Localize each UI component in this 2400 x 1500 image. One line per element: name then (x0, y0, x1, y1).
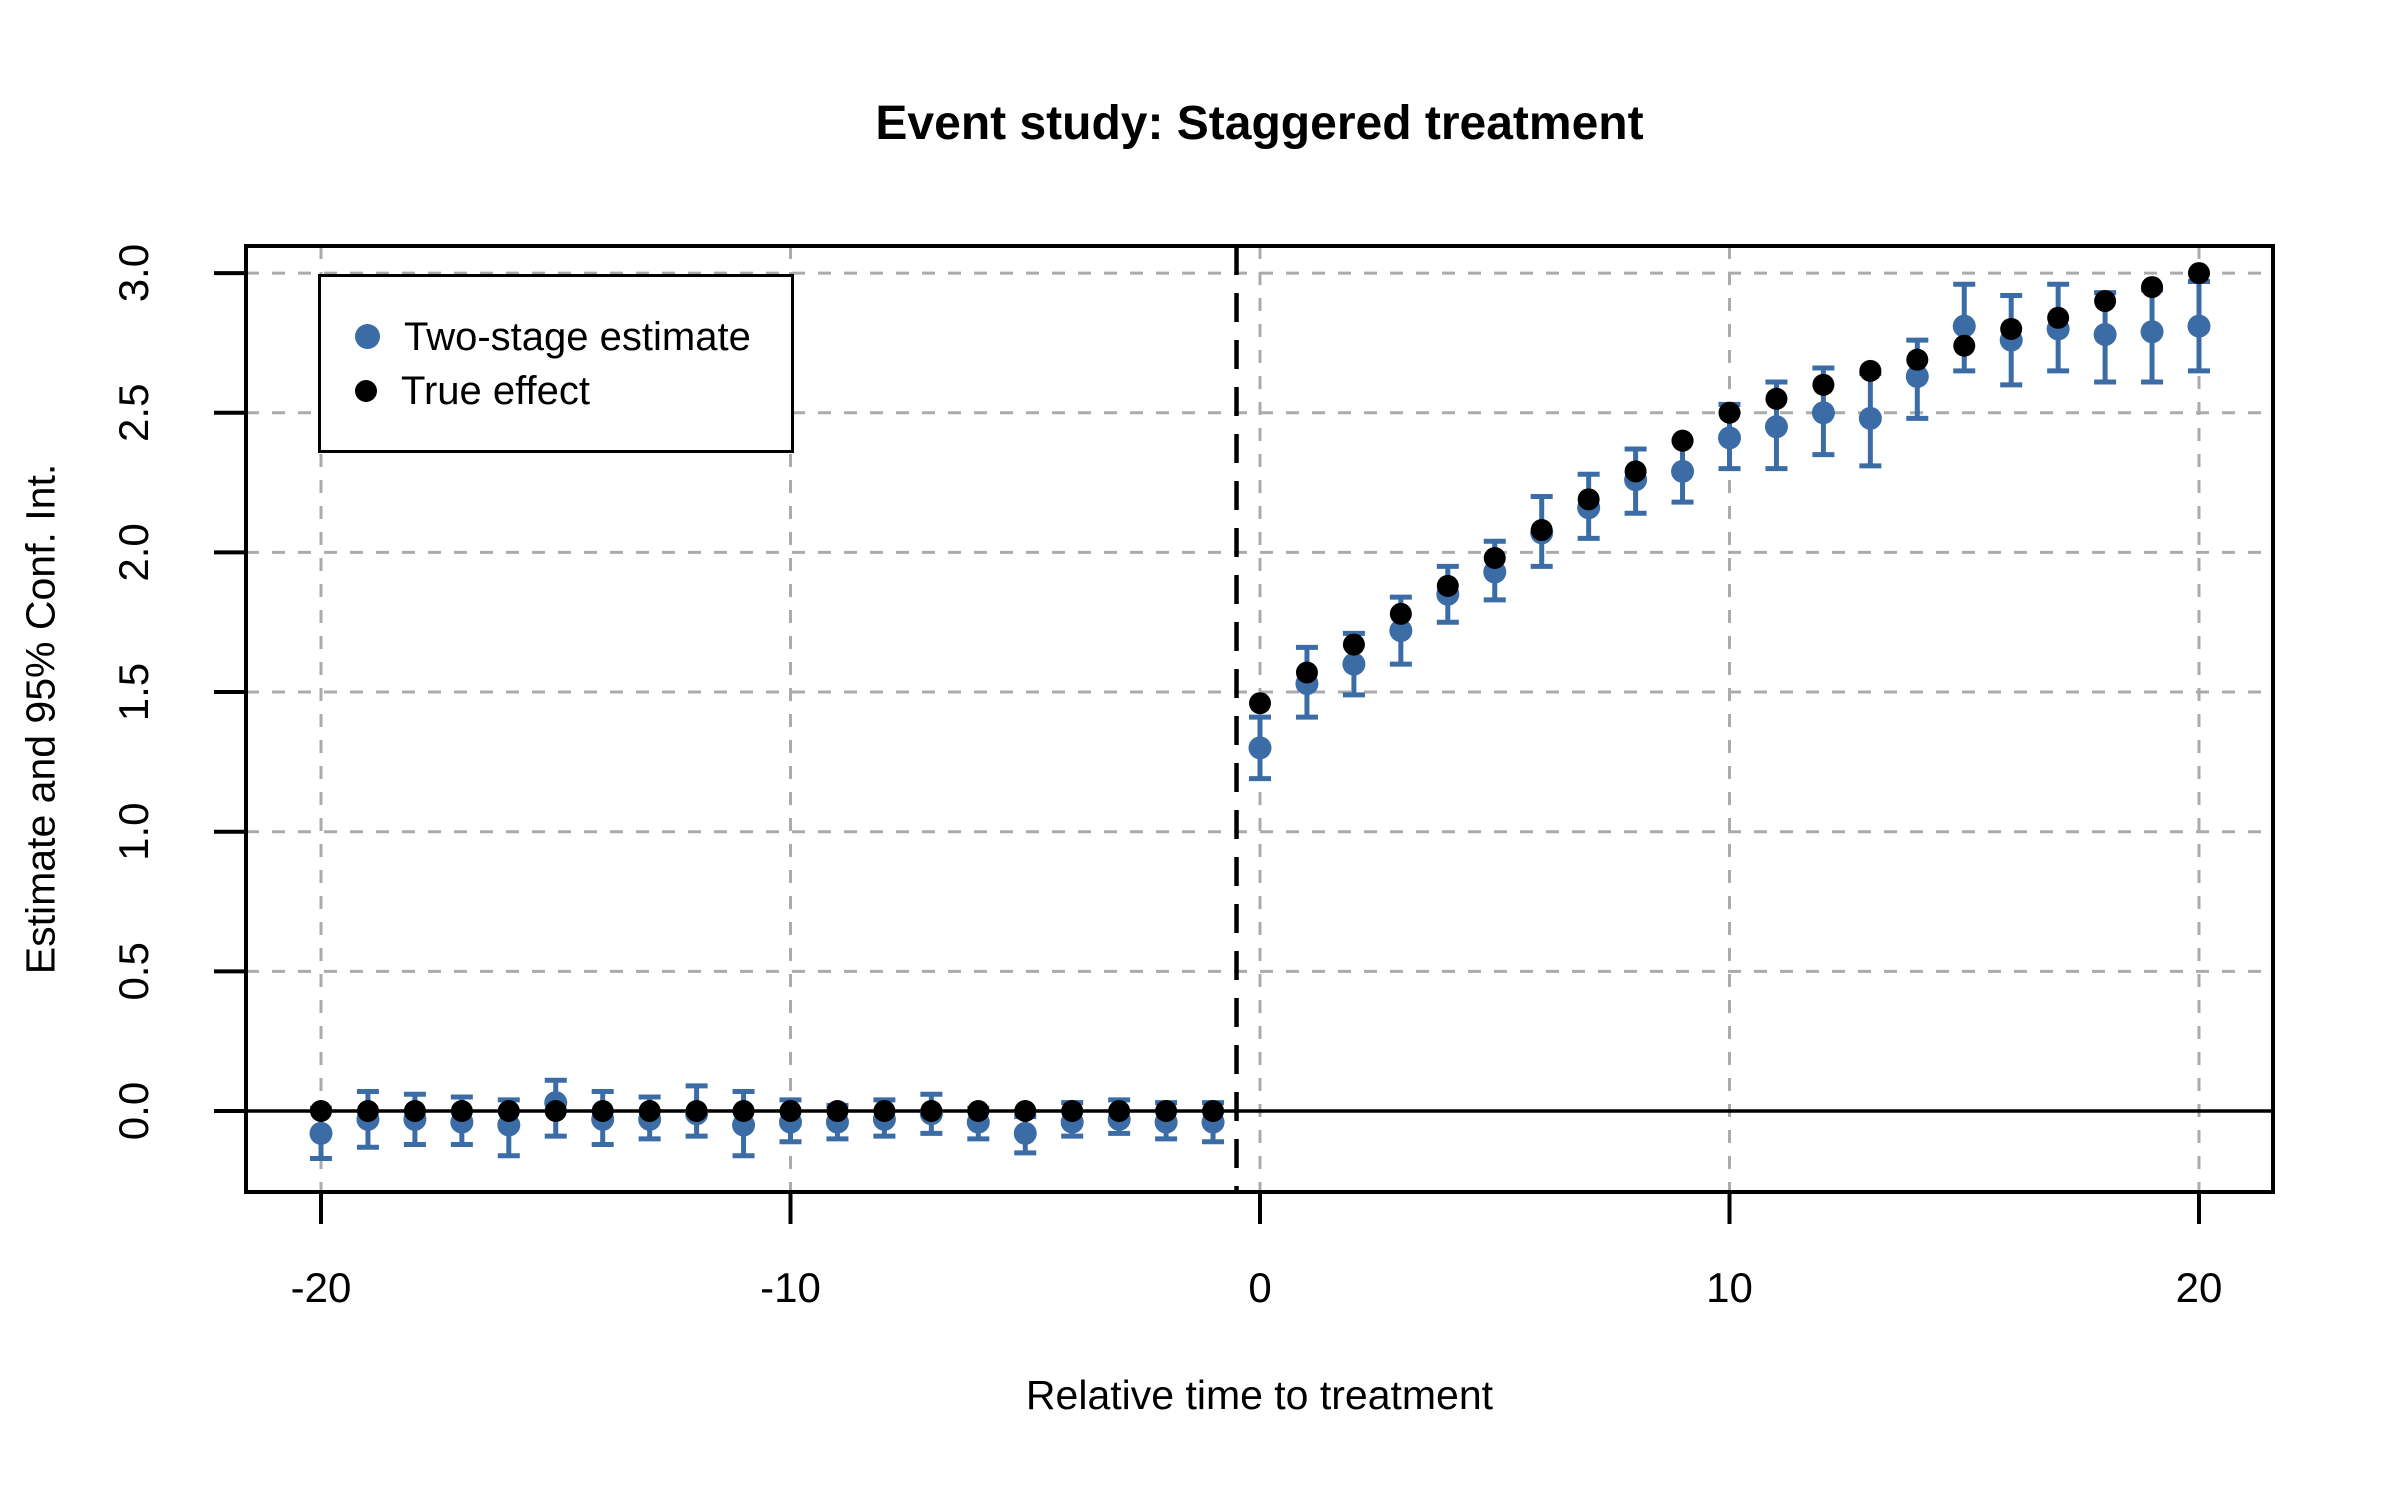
true-effect-point (2188, 262, 2210, 285)
true-effect-point (1014, 1100, 1037, 1122)
x-tick-label: 20 (2176, 1264, 2223, 1311)
estimate-point (1858, 406, 1882, 430)
estimate-point (2187, 314, 2211, 338)
y-tick-label: 1.0 (110, 803, 157, 861)
true-effect-point (873, 1100, 896, 1122)
legend-label-true-effect: True effect (401, 368, 590, 413)
y-tick-label: 3.0 (110, 244, 157, 302)
true-effect-point (2094, 290, 2117, 313)
true-effect-point (591, 1100, 614, 1122)
true-effect-point (826, 1100, 849, 1122)
legend-item-true-effect: True effect (355, 371, 791, 411)
true-effect-point (967, 1100, 990, 1122)
estimate-point (1671, 459, 1695, 483)
estimate-point (1389, 619, 1413, 643)
y-tick-label: 1.5 (110, 663, 157, 721)
estimate-point (1718, 426, 1741, 450)
estimate-point (309, 1121, 333, 1145)
x-axis-label: Relative time to treatment (1025, 1372, 1494, 1418)
y-tick-label: 0.5 (110, 942, 157, 1000)
chart-title: Event study: Staggered treatment (875, 97, 1644, 150)
true-effect-point (1389, 602, 1412, 625)
estimate-marker-icon (355, 324, 380, 349)
true-effect-point (1812, 373, 1835, 396)
estimate-point (2140, 320, 2164, 344)
true-effect-point (779, 1100, 802, 1122)
true-effect-point (403, 1100, 426, 1122)
x-tick-label: 10 (1706, 1264, 1753, 1311)
true-effect-point (2141, 276, 2164, 299)
x-tick-label: -20 (291, 1264, 352, 1311)
estimate-point (1811, 401, 1835, 425)
true-effect-point (1530, 519, 1553, 542)
true-effect-point (356, 1100, 379, 1122)
true-effect-point (1249, 692, 1271, 715)
legend-label-estimate: Two-stage estimate (404, 314, 751, 359)
true-effect-point (497, 1100, 520, 1122)
true-effect-point (685, 1100, 708, 1122)
y-axis-label: Estimate and 95% Conf. Int. (17, 463, 64, 975)
true-effect-point (450, 1100, 473, 1122)
true-effect-point (2047, 306, 2070, 329)
true-effect-point (1436, 574, 1459, 597)
true-effect-point (920, 1100, 943, 1122)
estimate-point (1013, 1121, 1037, 1145)
true-effect-point (1859, 359, 1882, 382)
estimate-point (1905, 364, 1929, 388)
true-effect-point (1906, 348, 1929, 371)
true-effect-point (1342, 633, 1365, 656)
estimate-point (1248, 736, 1272, 760)
legend: Two-stage estimate True effect (318, 274, 794, 453)
true-effect-point (544, 1100, 567, 1122)
true-effect-point (1671, 429, 1694, 452)
true-effect-point (732, 1100, 755, 1122)
true-effect-point (1155, 1100, 1178, 1122)
true-effect-point (1202, 1100, 1225, 1122)
true-effect-point (1765, 387, 1788, 410)
true-effect-point (1577, 488, 1600, 511)
y-tick-label: 2.0 (110, 523, 157, 581)
true-effect-point (1061, 1100, 1084, 1122)
true-effect-marker-icon (355, 379, 377, 402)
x-tick-label: -10 (760, 1264, 821, 1311)
legend-item-estimate: Two-stage estimate (355, 317, 791, 357)
true-effect-point (1295, 661, 1318, 684)
true-effect-point (1108, 1100, 1131, 1122)
true-effect-point (310, 1100, 332, 1122)
estimate-point (1952, 314, 1976, 338)
true-effect-point (1624, 460, 1647, 483)
true-effect-point (2000, 317, 2023, 340)
true-effect-point (1483, 546, 1506, 569)
true-effect-point (1718, 401, 1741, 424)
y-tick-label: 2.5 (110, 384, 157, 442)
estimate-point (1764, 415, 1788, 439)
estimate-point (1342, 652, 1366, 676)
true-effect-point (1953, 334, 1976, 357)
y-tick-label: 0.0 (110, 1082, 157, 1140)
x-tick-label: 0 (1248, 1264, 1271, 1311)
estimate-point (2093, 323, 2117, 347)
true-effect-point (638, 1100, 661, 1122)
